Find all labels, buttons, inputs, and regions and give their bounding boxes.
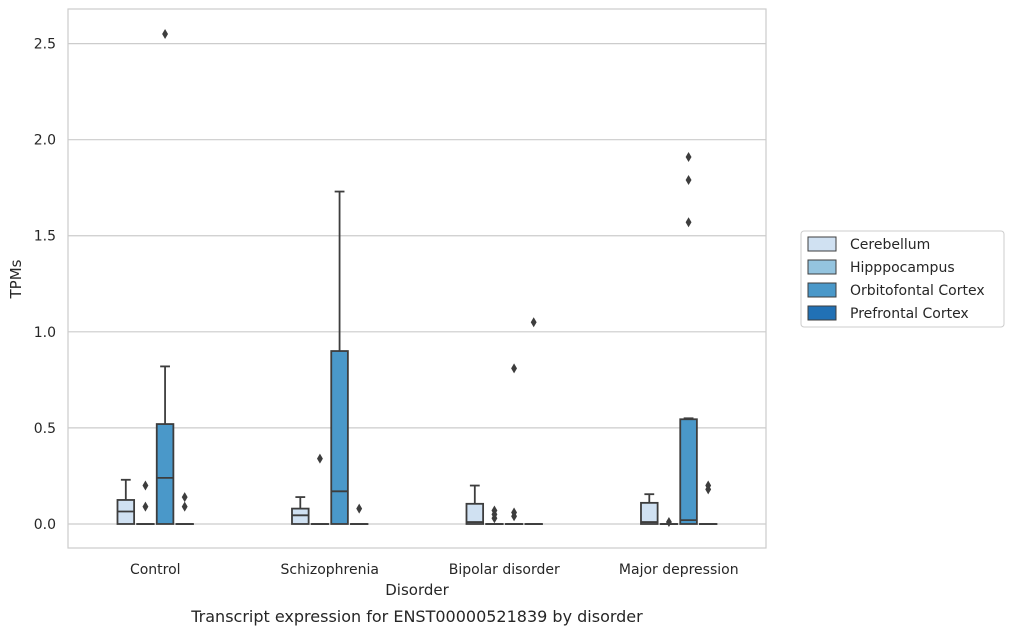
y-tick-label: 1.5: [34, 229, 56, 245]
box-body: [640, 501, 659, 525]
box-prefrontal-cortex: [175, 492, 194, 525]
outlier-point: [511, 363, 518, 374]
box-prefrontal-cortex: [698, 480, 718, 525]
legend-swatch: [807, 305, 837, 321]
legend-label: Orbitofontal Cortex: [850, 283, 985, 299]
box-orbitofontal-cortex: [155, 28, 175, 525]
outlier-point: [142, 480, 149, 491]
box-hipppocampus: [659, 517, 679, 528]
box-body: [291, 507, 310, 525]
box-prefrontal-cortex: [349, 503, 369, 525]
x-tick-label: Bipolar disorder: [449, 562, 560, 578]
y-tick-label: 0.0: [34, 517, 56, 533]
legend-frame: [800, 230, 1005, 328]
y-tick-label: 2.0: [34, 133, 56, 149]
x-axis-label: Disorder: [385, 581, 449, 599]
y-tick-label: 1.0: [34, 325, 56, 341]
outlier-point: [356, 503, 363, 514]
x-tick-label: Major depression: [619, 562, 739, 578]
outlier-point: [530, 317, 537, 328]
outlier-point: [685, 151, 692, 162]
y-tick-label: 2.5: [34, 37, 56, 53]
plot-frame: [67, 8, 767, 549]
x-tick-labels: Control Schizophrenia Bipolar disorder Majo…: [130, 562, 739, 578]
outlier-point: [511, 507, 518, 518]
x-tick-label: Schizophrenia: [281, 562, 379, 578]
outlier-point: [142, 501, 149, 512]
box-cerebellum: [640, 493, 659, 525]
outlier-point: [316, 453, 323, 464]
outlier-point: [181, 492, 188, 503]
outlier-point: [705, 480, 712, 491]
legend-label: Hipppocampus: [850, 260, 955, 276]
box-orbitofontal-cortex: [679, 151, 698, 525]
box-prefrontal-cortex: [524, 317, 543, 525]
legend-swatch: [807, 259, 837, 275]
legend-swatch: [807, 236, 837, 252]
outlier-point: [665, 517, 672, 528]
legend: Cerebellum Hipppocampus Orbitofontal Corte…: [800, 230, 1005, 328]
outlier-point: [162, 28, 169, 39]
outlier-point: [491, 505, 498, 516]
box-cerebellum: [116, 478, 136, 525]
box-orbitofontal-cortex: [330, 190, 349, 525]
outlier-point: [181, 501, 188, 512]
box-orbitofontal-cortex: [504, 363, 524, 525]
box-body: [465, 502, 485, 525]
box-hipppocampus: [136, 480, 155, 525]
box-body: [330, 350, 349, 525]
outlier-point: [685, 217, 692, 228]
legend-label: Prefrontal Cortex: [850, 306, 969, 322]
x-tick-label: Control: [130, 562, 181, 578]
box-hipppocampus: [485, 505, 504, 525]
y-tick-label: 0.5: [34, 421, 56, 437]
box-body: [155, 423, 175, 525]
y-tick-labels: 0.0 0.5 1.0 1.5 2.0 2.5: [34, 37, 56, 533]
box-cerebellum: [291, 496, 310, 525]
outlier-point: [685, 175, 692, 186]
legend-swatch: [807, 282, 837, 298]
y-axis-label: TPMs: [7, 259, 25, 299]
figure-caption: Transcript expression for ENST0000052183…: [190, 607, 643, 626]
box-hipppocampus: [310, 453, 330, 525]
box-body: [679, 418, 698, 525]
box-series-group: [116, 28, 718, 528]
box-cerebellum: [465, 484, 485, 525]
legend-label: Cerebellum: [850, 237, 930, 253]
